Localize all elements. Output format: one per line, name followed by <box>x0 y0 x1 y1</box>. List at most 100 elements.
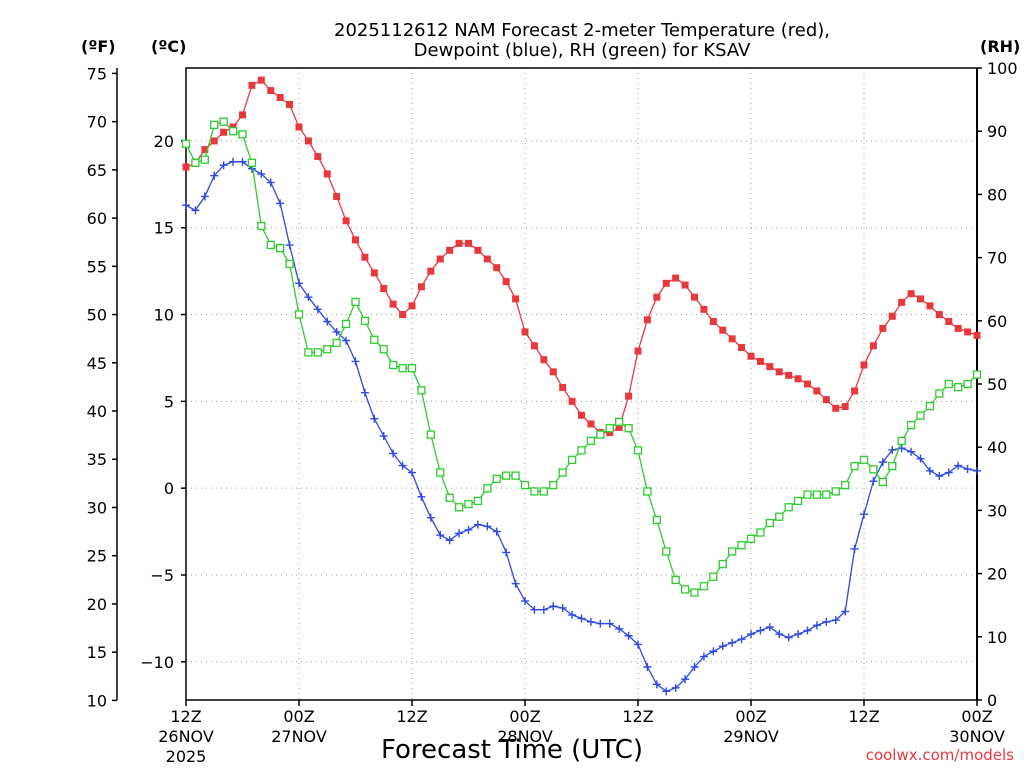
rh-point <box>718 559 727 569</box>
dewpoint-point <box>784 633 793 642</box>
2-meter-temperature-point <box>267 87 275 95</box>
dewpoint-point <box>973 466 981 475</box>
rh-point <box>897 436 906 446</box>
2-meter-temperature-point <box>389 300 397 308</box>
2-meter-temperature-point <box>408 302 416 310</box>
dewpoint-point <box>812 621 821 630</box>
rh-tick-label: 10 <box>987 628 1007 647</box>
2-meter-temperature-point <box>691 293 698 301</box>
dewpoint-point <box>775 630 784 639</box>
dewpoint-point <box>643 663 652 672</box>
axis-label-celsius: (ºC) <box>151 37 186 56</box>
dewpoint-point <box>219 161 228 170</box>
2-meter-temperature-point <box>370 269 378 277</box>
x-tick-label-date: 26NOV <box>158 727 214 746</box>
rh-point <box>728 547 737 556</box>
2-meter-temperature-point <box>314 153 322 161</box>
dewpoint-point <box>492 527 501 536</box>
x-tick-label-time: 12Z <box>622 707 653 726</box>
2-meter-temperature-point <box>257 76 265 84</box>
rh-point <box>370 335 379 344</box>
rh-point <box>916 411 925 420</box>
fahrenheit-tick-label: 45 <box>87 354 107 373</box>
axes: 757065605550454035302520151020151050−5−1… <box>87 59 1018 766</box>
2-meter-temperature-point <box>304 137 312 145</box>
dewpoint-point <box>398 461 407 470</box>
x-tick-label-year: 2025 <box>166 747 207 766</box>
chart-title-line1: 2025112612 NAM Forecast 2-meter Temperat… <box>334 20 830 41</box>
rh-point <box>925 401 935 411</box>
rh-point <box>492 474 501 483</box>
rh-point <box>737 541 746 550</box>
2-meter-temperature-point <box>945 317 953 325</box>
rh-point <box>200 155 209 164</box>
2-meter-temperature-point <box>841 403 849 411</box>
dewpoint-point <box>455 529 464 538</box>
dewpoint-point <box>464 525 473 534</box>
2-meter-temperature-point <box>888 312 896 320</box>
rh-point <box>426 430 435 439</box>
rh-point <box>577 446 586 455</box>
dewpoint-point <box>634 640 642 649</box>
2-meter-temperature-point <box>229 123 237 131</box>
rh-point <box>633 446 643 455</box>
rh-point <box>624 424 633 433</box>
rh-point <box>680 585 690 594</box>
dewpoint-point <box>323 317 332 326</box>
fahrenheit-tick-label: 65 <box>87 161 107 180</box>
fahrenheit-tick-label: 60 <box>87 209 107 228</box>
2-meter-temperature-point <box>455 239 463 247</box>
2-meter-temperature-point <box>465 239 472 247</box>
rh-point <box>520 480 530 490</box>
x-tick-label-date: 29NOV <box>723 727 779 746</box>
x-tick-label-time: 00Z <box>509 707 540 726</box>
fahrenheit-tick-label: 35 <box>87 450 107 469</box>
x-tick-label-date: 27NOV <box>271 727 327 746</box>
rh-point <box>615 417 624 427</box>
2-meter-temperature-point <box>417 283 425 291</box>
2-meter-temperature-point <box>681 281 689 289</box>
rh-point <box>690 588 699 597</box>
celsius-tick-label: 0 <box>164 479 174 498</box>
rh-point <box>502 471 511 480</box>
dewpoint-point <box>426 513 435 522</box>
rh-point <box>257 221 266 231</box>
2-meter-temperature-point <box>973 331 981 339</box>
rh-point <box>332 338 341 348</box>
fahrenheit-tick-label: 70 <box>87 113 107 132</box>
rh-point <box>596 430 605 439</box>
rh-tick-label: 30 <box>987 501 1007 520</box>
chart-title-line2: Dewpoint (blue), RH (green) for KSAV <box>414 40 751 61</box>
rh-point <box>944 379 953 389</box>
2-meter-temperature-point <box>860 361 868 369</box>
rh-point <box>859 455 869 464</box>
rh-point <box>888 462 897 471</box>
celsius-tick-label: 5 <box>164 392 174 411</box>
axis-label-rh: (RH) <box>980 37 1020 56</box>
rh-point <box>662 547 671 556</box>
dewpoint-point <box>916 454 925 463</box>
2-meter-temperature-point <box>446 246 454 254</box>
rh-tick-label: 50 <box>987 375 1007 394</box>
rh-point <box>285 259 294 269</box>
dewpoint-point <box>210 171 219 180</box>
rh-point <box>878 477 887 487</box>
dewpoint-point <box>266 178 275 187</box>
2-meter-temperature-point <box>879 324 887 332</box>
rh-tick-label: 60 <box>987 312 1007 331</box>
2-meter-temperature-point <box>935 311 943 319</box>
rh-point <box>436 468 445 477</box>
dewpoint-point <box>963 465 972 474</box>
2-meter-temperature-point <box>333 192 341 200</box>
2-meter-temperature-point <box>832 404 840 412</box>
rh-point <box>539 487 548 496</box>
dewpoint-point <box>690 663 699 672</box>
dewpoint-point <box>765 623 774 632</box>
rh-point <box>351 297 360 306</box>
dewpoint-point <box>699 652 708 661</box>
dewpoint-point <box>954 461 963 470</box>
celsius-tick-label: 20 <box>154 132 174 151</box>
rh-point <box>417 386 426 395</box>
rh-point <box>831 487 840 496</box>
